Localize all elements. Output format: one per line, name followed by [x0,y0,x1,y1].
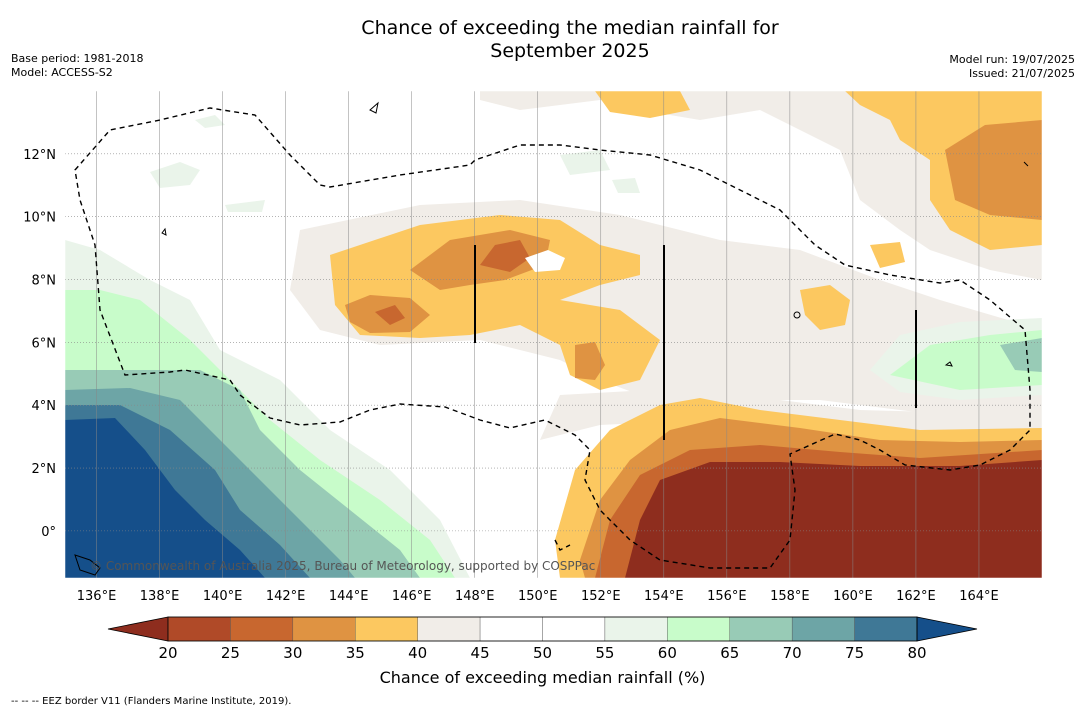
probability-field [65,91,1042,578]
colorbar-swatch [230,616,294,642]
colorbar-tick: 45 [471,644,490,662]
band-80plus-west [65,418,265,578]
band-65-70-east [1000,338,1042,372]
eez-border-png [554,539,571,551]
colorbar-swatch [854,616,918,642]
colorbar-tick: 30 [283,644,302,662]
colorbar-tick: 25 [221,644,240,662]
colorbar: 20 25 30 35 40 45 50 55 60 65 70 75 80 [107,616,978,662]
lat-label: 0° [41,525,56,540]
lon-label: 138°E [140,589,180,604]
lat-label: 10°N [23,211,56,226]
colorbar-extend-high [916,616,978,642]
colorbar-tick: 40 [408,644,427,662]
lat-label: 12°N [23,148,56,163]
colorbar-swatch [167,616,231,642]
lon-label: 142°E [266,589,306,604]
lon-label: 148°E [455,589,495,604]
issued-label: Issued: 21/07/2025 [968,67,1075,80]
colorbar-tick: 75 [845,644,864,662]
lat-label: 2°N [32,462,57,477]
colorbar-tick: 55 [595,644,614,662]
colorbar-swatch [667,616,730,642]
lon-label: 136°E [77,589,117,604]
lon-label: 158°E [770,589,810,604]
colorbar-tick: 80 [907,644,926,662]
lon-label: 144°E [329,589,369,604]
band-25-30-central [480,240,530,272]
lat-label: 4°N [32,399,57,414]
band-35-40-north-small [595,91,690,118]
band-25-30-central2 [375,305,405,325]
colorbar-swatch [479,616,543,642]
base-period-label: Base period: 1981-2018 [11,52,144,65]
band-55-60-north3 [195,115,225,128]
latitude-labels: 12°N 10°N 8°N 6°N 4°N 2°N 0° [23,148,56,540]
colorbar-swatch [417,616,481,642]
colorbar-swatch [729,616,793,642]
band-20-25-south [625,460,1042,578]
lon-label: 152°E [581,589,621,604]
longitude-labels: 136°E 138°E 140°E 142°E 144°E 146°E 148°E 150°E… [77,589,999,604]
colorbar-tick: 35 [346,644,365,662]
map-title-line1: Chance of exceeding the median rainfall … [361,17,779,39]
band-55-60-north4 [612,178,640,193]
band-35-40-east [800,285,850,330]
lon-label: 160°E [833,589,873,604]
band-55-60-north5 [225,200,265,212]
band-45-50-hole [525,250,565,272]
colorbar-swatch [355,616,418,642]
band-30-35-central3 [575,342,605,380]
lon-label: 140°E [203,589,243,604]
lat-label: 6°N [32,336,57,351]
colorbar-tick: 60 [658,644,677,662]
eez-border [74,107,1031,569]
colorbar-label: Chance of exceeding median rainfall (%) [379,668,706,687]
colorbar-tick: 65 [720,644,739,662]
map-title-line2: September 2025 [490,40,650,62]
band-55-60-north1 [150,162,200,188]
colorbar-tick: 70 [783,644,802,662]
band-35-40-east2 [870,242,905,268]
footer-note: -- -- -- EEZ border V11 (Flanders Marine… [11,696,292,707]
lon-label: 146°E [392,589,432,604]
colorbar-tick: 50 [533,644,552,662]
lon-label: 154°E [644,589,684,604]
copyright-text: © Commonwealth of Australia 2025, Bureau… [90,559,595,573]
band-55-60-north2 [560,150,610,175]
lon-label: 150°E [518,589,558,604]
model-run-label: Model run: 19/07/2025 [949,53,1075,66]
colorbar-tick: 20 [158,644,177,662]
colorbar-swatch [791,616,855,642]
lat-label: 8°N [32,274,57,289]
colorbar-swatch [604,616,668,642]
colorbar-swatch [542,616,606,642]
lon-label: 164°E [959,589,999,604]
lon-label: 156°E [707,589,747,604]
colorbar-swatch [292,616,356,642]
colorbar-extend-low [107,616,169,642]
band-30-35-northeast [945,120,1042,220]
model-label: Model: ACCESS-S2 [11,66,113,79]
lon-label: 162°E [896,589,936,604]
islands [74,101,1029,576]
